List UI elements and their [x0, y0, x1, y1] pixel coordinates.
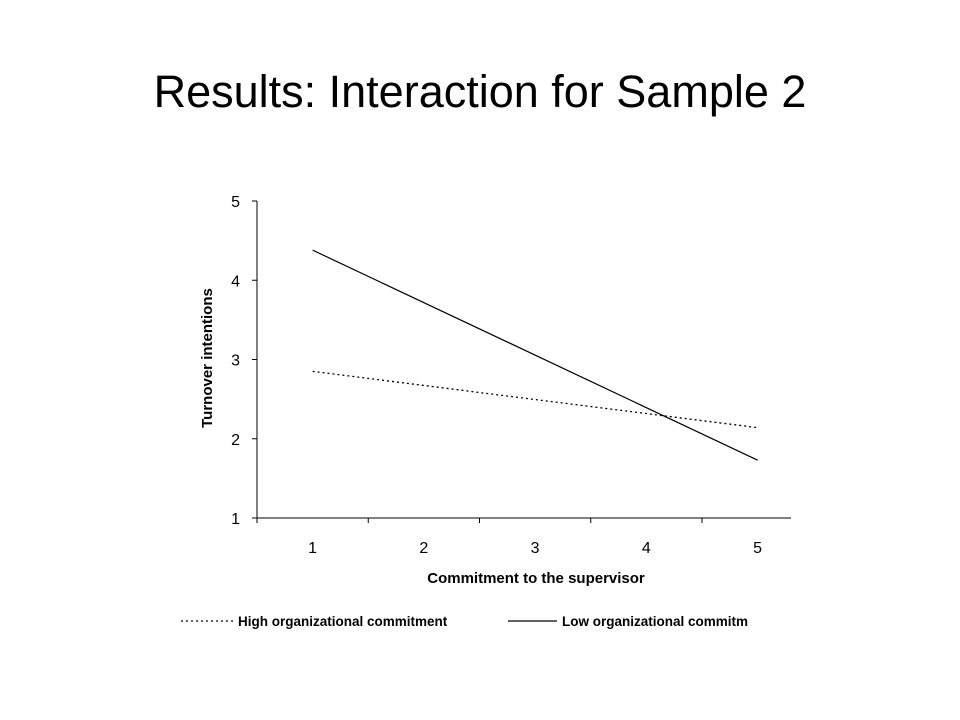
x-tick-label: 3	[531, 540, 540, 557]
legend-label-low: Low organizational commitm	[562, 614, 748, 629]
y-tick-label: 4	[231, 273, 240, 290]
series-lines	[312, 249, 758, 461]
axes	[256, 201, 791, 519]
ticks: 1 2 3 4 5 1 2 3 4 5	[231, 194, 762, 557]
x-tick-label: 2	[419, 540, 428, 557]
series-line-low-commitment	[312, 249, 758, 461]
x-tick-label: 5	[753, 540, 762, 557]
x-axis-title: Commitment to the supervisor	[427, 570, 645, 587]
legend-label-high: High organizational commitment	[238, 614, 448, 629]
y-tick-label: 5	[231, 194, 240, 211]
series-line-high-commitment	[312, 370, 758, 429]
y-tick-label: 3	[231, 353, 240, 370]
y-axis-title: Turnover intentions	[199, 288, 216, 428]
x-tick-label: 1	[308, 540, 317, 557]
y-tick-label: 1	[231, 511, 240, 528]
y-tick-label: 2	[231, 432, 240, 449]
legend: High organizational commitment Low organ…	[181, 614, 748, 629]
x-tick-label: 4	[642, 540, 651, 557]
slide-title: Results: Interaction for Sample 2	[153, 66, 807, 117]
